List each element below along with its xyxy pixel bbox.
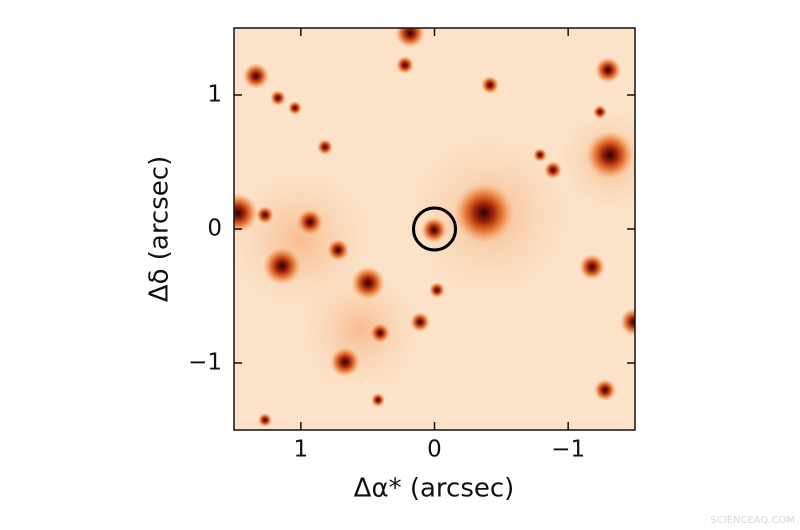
y-axis-label: Δδ (arcsec)	[145, 156, 175, 302]
watermark: SCIENCEAQ.COM	[710, 515, 795, 526]
y-tick-label: 1	[207, 82, 222, 108]
sky-image	[234, 28, 635, 430]
y-tick-label: 0	[207, 216, 222, 242]
target-marker	[412, 206, 457, 252]
x-tick-label: −1	[551, 437, 585, 463]
y-tick-label: −1	[188, 350, 222, 376]
x-tick-label: 1	[294, 437, 309, 463]
x-axis-label: Δα* (arcsec)	[354, 474, 515, 504]
x-tick-label: 0	[427, 437, 442, 463]
